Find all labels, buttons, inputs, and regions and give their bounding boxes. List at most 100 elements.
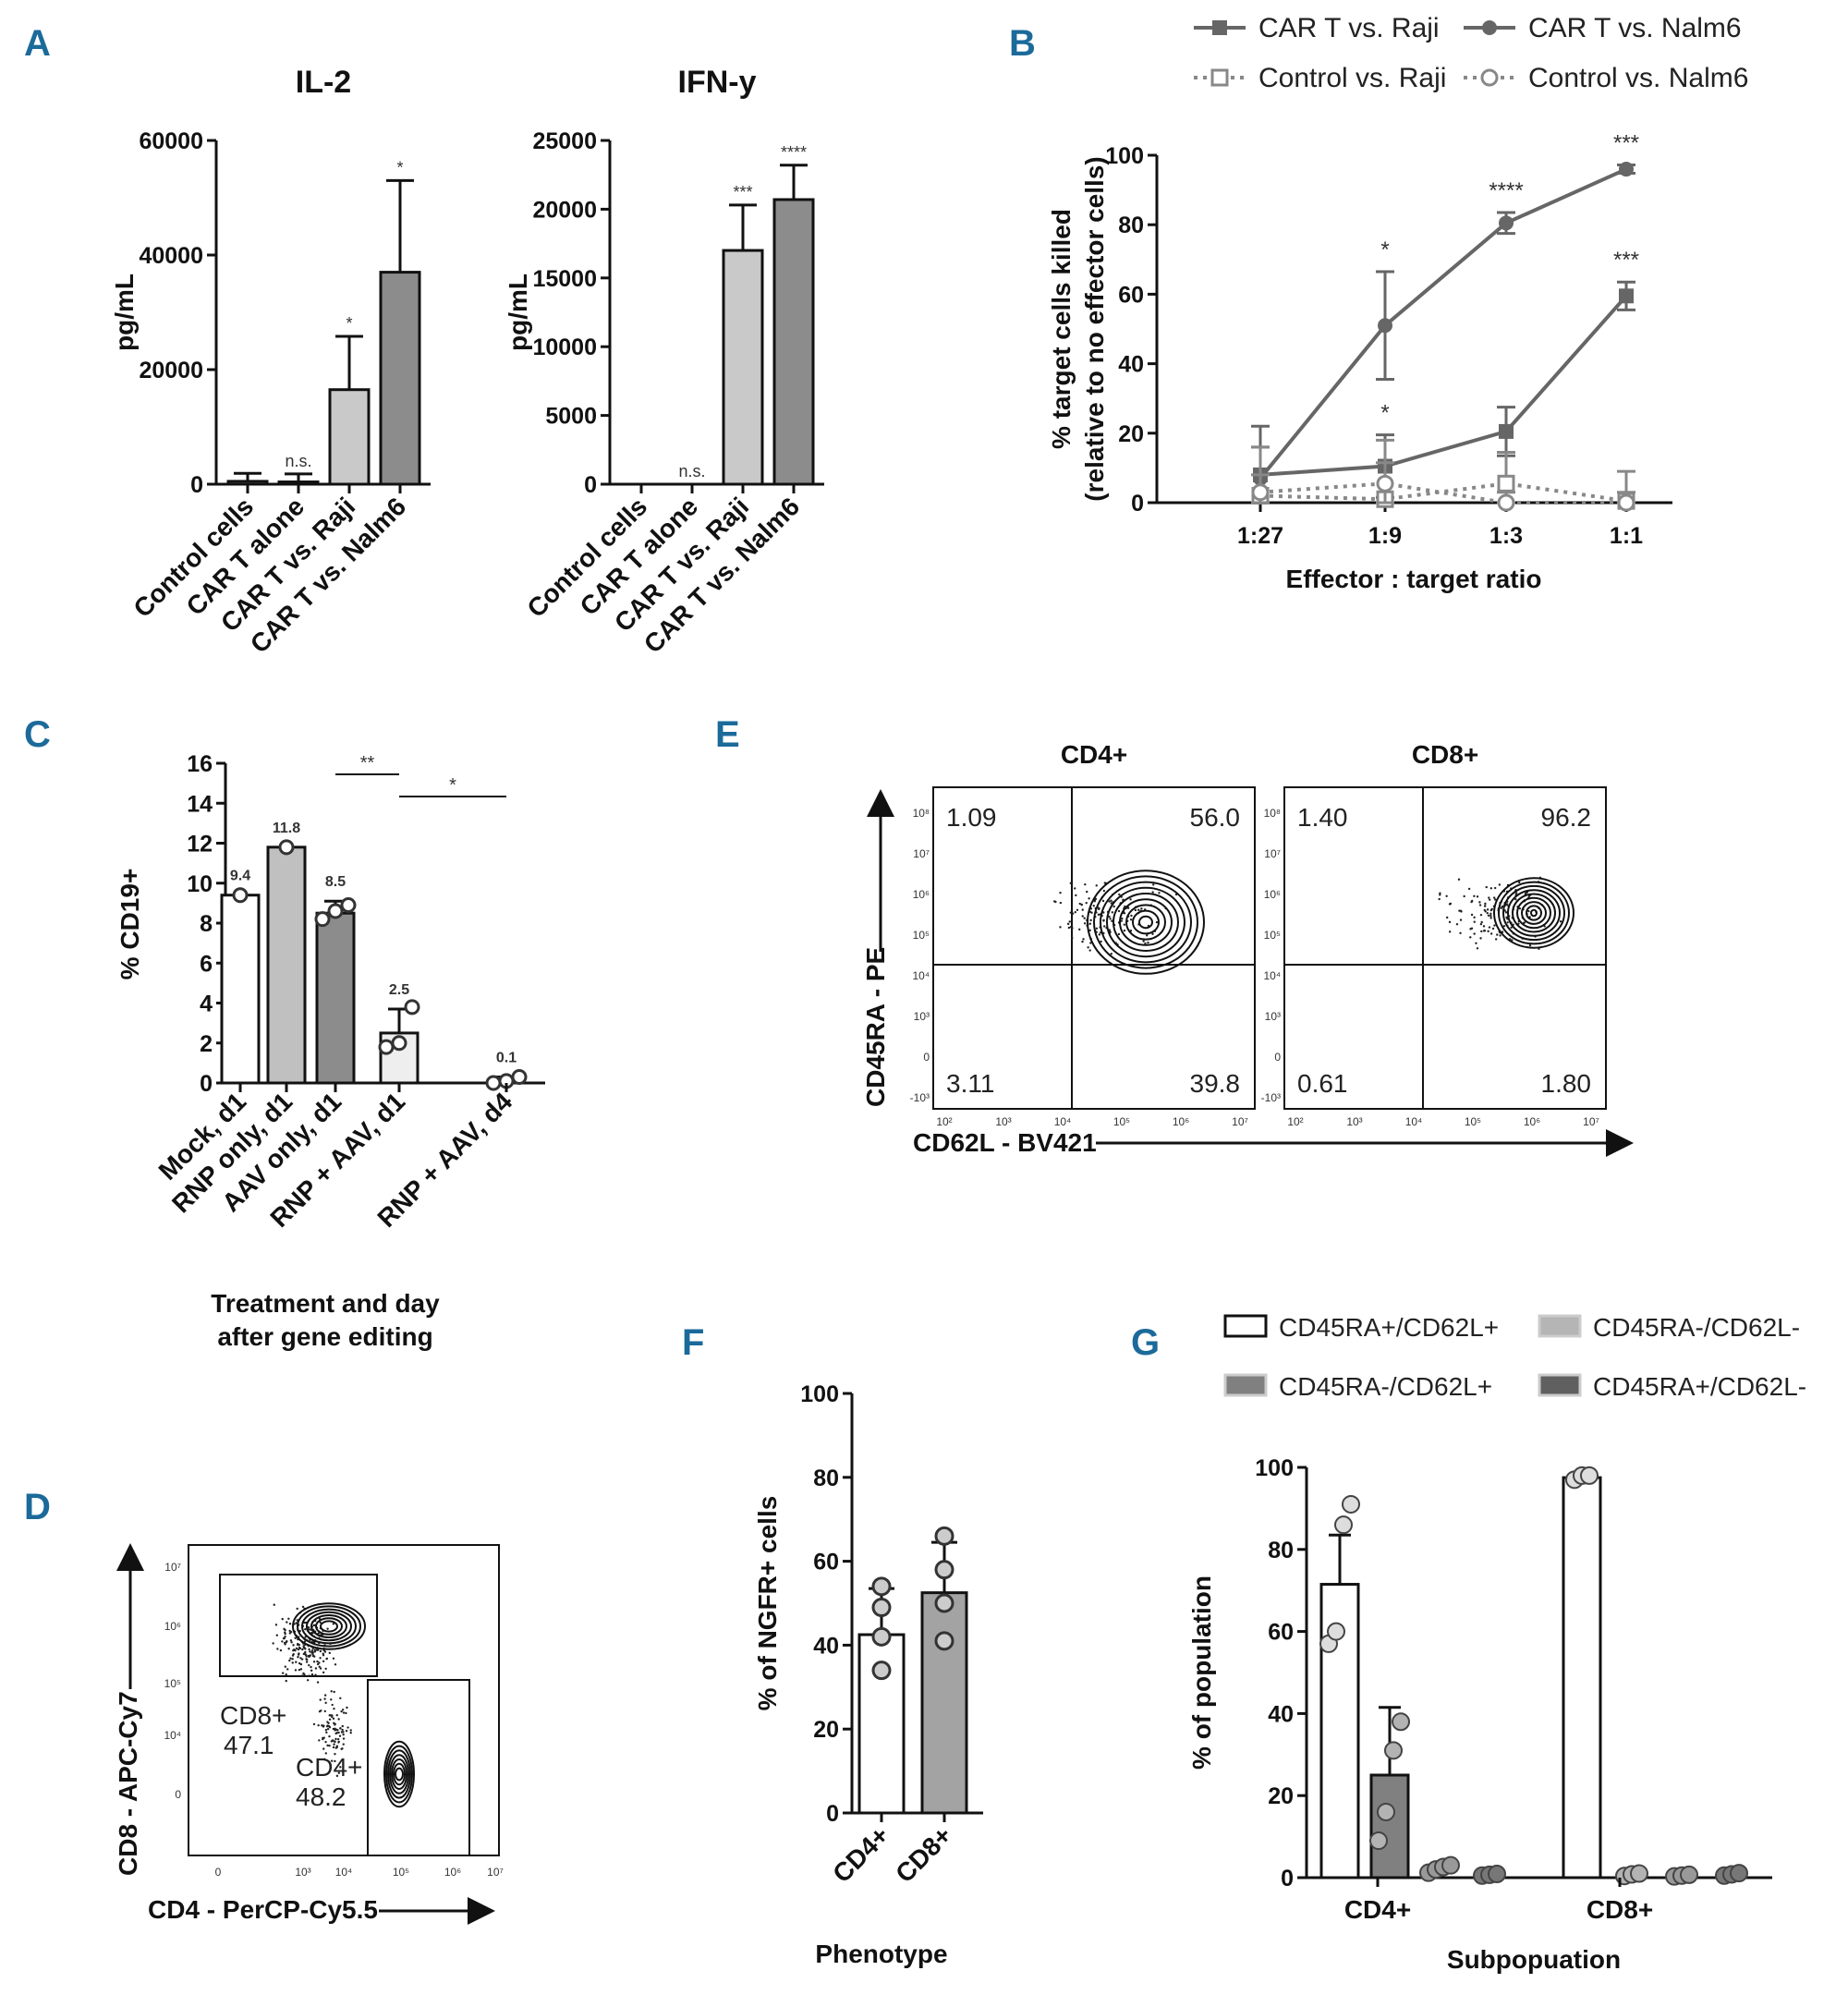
a1-y-tick-label: 20000 (139, 358, 203, 383)
flow-event (1151, 932, 1154, 935)
flow-d-x-tick-label: 10⁷ (487, 1866, 504, 1879)
a1-y-tick-label: 0 (190, 472, 203, 498)
c-comparison-label: ** (360, 753, 375, 773)
flow-event (1144, 942, 1147, 945)
c-value-label: 9.4 (230, 869, 250, 884)
flow-event (341, 1724, 344, 1728)
g-legend-label: CD45RA+/CD62L- (1593, 1372, 1806, 1401)
f-point (871, 1626, 892, 1647)
flow-event (1448, 931, 1452, 933)
flow-event (1090, 911, 1093, 914)
g-point (1441, 1855, 1460, 1875)
flow-contour (1507, 889, 1561, 937)
flow-event (317, 1723, 320, 1727)
flow-e-y-tick-label: 0 (1274, 1051, 1281, 1064)
flow-event (333, 1690, 335, 1694)
g-legend-swatch (1223, 1314, 1268, 1338)
flow-event (336, 1737, 340, 1741)
flow-event (1445, 894, 1448, 897)
flow-event (1499, 934, 1502, 937)
flow-event (286, 1621, 288, 1624)
flow-event (330, 1740, 334, 1743)
flow-event (1483, 908, 1486, 912)
g-point (1730, 1864, 1748, 1883)
flow-event (346, 1706, 348, 1709)
chart-cytotoxicity: 0 20 40 60 80 100 1:27 1:9 1:3 1:1 Effector : targ… (1047, 13, 1748, 593)
flow-event (1446, 916, 1449, 919)
flow-event (1117, 909, 1121, 913)
flow-event (326, 1627, 329, 1630)
flow-event (1100, 940, 1102, 943)
b-point (1619, 162, 1634, 177)
c-xlabel-line1: Treatment and day (211, 1289, 440, 1318)
flow-contour (297, 1605, 361, 1648)
flow-event (1108, 900, 1111, 903)
f-bar (920, 1591, 968, 1815)
flow-event (342, 1711, 346, 1714)
flow-event (303, 1652, 306, 1655)
flow-event (333, 1743, 335, 1746)
flow-event (305, 1658, 308, 1660)
flow-event (332, 1727, 335, 1731)
c-comparison-label: * (449, 775, 456, 796)
flow-event (1152, 883, 1155, 886)
flow-event (331, 1703, 334, 1707)
flow-event (322, 1671, 325, 1674)
b-legend-marker (1210, 68, 1229, 87)
flow-event (1097, 907, 1100, 911)
flow-event (318, 1739, 321, 1742)
flow-event (1121, 917, 1124, 920)
flow-e-y-tick-label: 10³ (1265, 1010, 1281, 1023)
c-ylabel: % CD19+ (116, 869, 144, 980)
c-bar (266, 845, 307, 1085)
flow-event (285, 1679, 287, 1683)
flow-contour (387, 1749, 411, 1799)
b-series-line (1259, 294, 1628, 477)
flow-d-ylabel: CD8 - APC-Cy7 (114, 1691, 142, 1876)
g-bar (1369, 1773, 1410, 1879)
f-y-tick-label: 80 (813, 1466, 839, 1491)
flow-d-x-tick-label: 10⁶ (444, 1866, 461, 1879)
g-point (1327, 1622, 1345, 1641)
flow-event (272, 1642, 274, 1645)
flow-e-xlabel: CD62L - BV421 (913, 1128, 1097, 1157)
g-point (1377, 1802, 1395, 1821)
a2-y-tick-label: 15000 (532, 266, 597, 292)
gate-cd4-name: CD4+ (296, 1753, 362, 1782)
g-point (1392, 1712, 1410, 1732)
flow-event (311, 1653, 314, 1656)
flow-event (1076, 908, 1079, 911)
A1-bar (328, 388, 371, 486)
flow-event (324, 1740, 327, 1744)
flow-event (334, 1746, 338, 1749)
flow-event (1085, 901, 1088, 905)
flow-event (1078, 928, 1081, 931)
flow-event (324, 1752, 327, 1755)
flow-event (1439, 892, 1441, 894)
b-point (1619, 288, 1634, 304)
flow-event (299, 1662, 303, 1666)
flow-event (341, 1747, 344, 1750)
flow-event (1108, 915, 1111, 918)
flow-e-y-tick-label: 10⁵ (913, 929, 930, 942)
flow-event (1489, 898, 1491, 901)
flow-event (1110, 899, 1112, 902)
flow-event (1473, 920, 1476, 923)
flow-event (319, 1667, 322, 1670)
flow-event (295, 1647, 298, 1650)
c-y-tick-label: 0 (200, 1071, 213, 1097)
g-legend-label: CD45RA-/CD62L- (1593, 1313, 1800, 1342)
flow-event (304, 1628, 307, 1631)
a2-y-tick-label: 5000 (545, 404, 597, 430)
A2-bar (722, 249, 764, 486)
flow-event (1103, 925, 1106, 928)
flow-event (1500, 906, 1503, 909)
flow-contour (1100, 881, 1192, 964)
flow-event (313, 1650, 317, 1653)
f-point (934, 1631, 954, 1651)
g-point (1342, 1494, 1360, 1514)
flow-event (328, 1718, 332, 1721)
f-ylabel: % of NGFR+ cells (753, 1496, 782, 1711)
g-y-tick-label: 40 (1268, 1701, 1294, 1727)
flow-event (334, 1729, 336, 1732)
